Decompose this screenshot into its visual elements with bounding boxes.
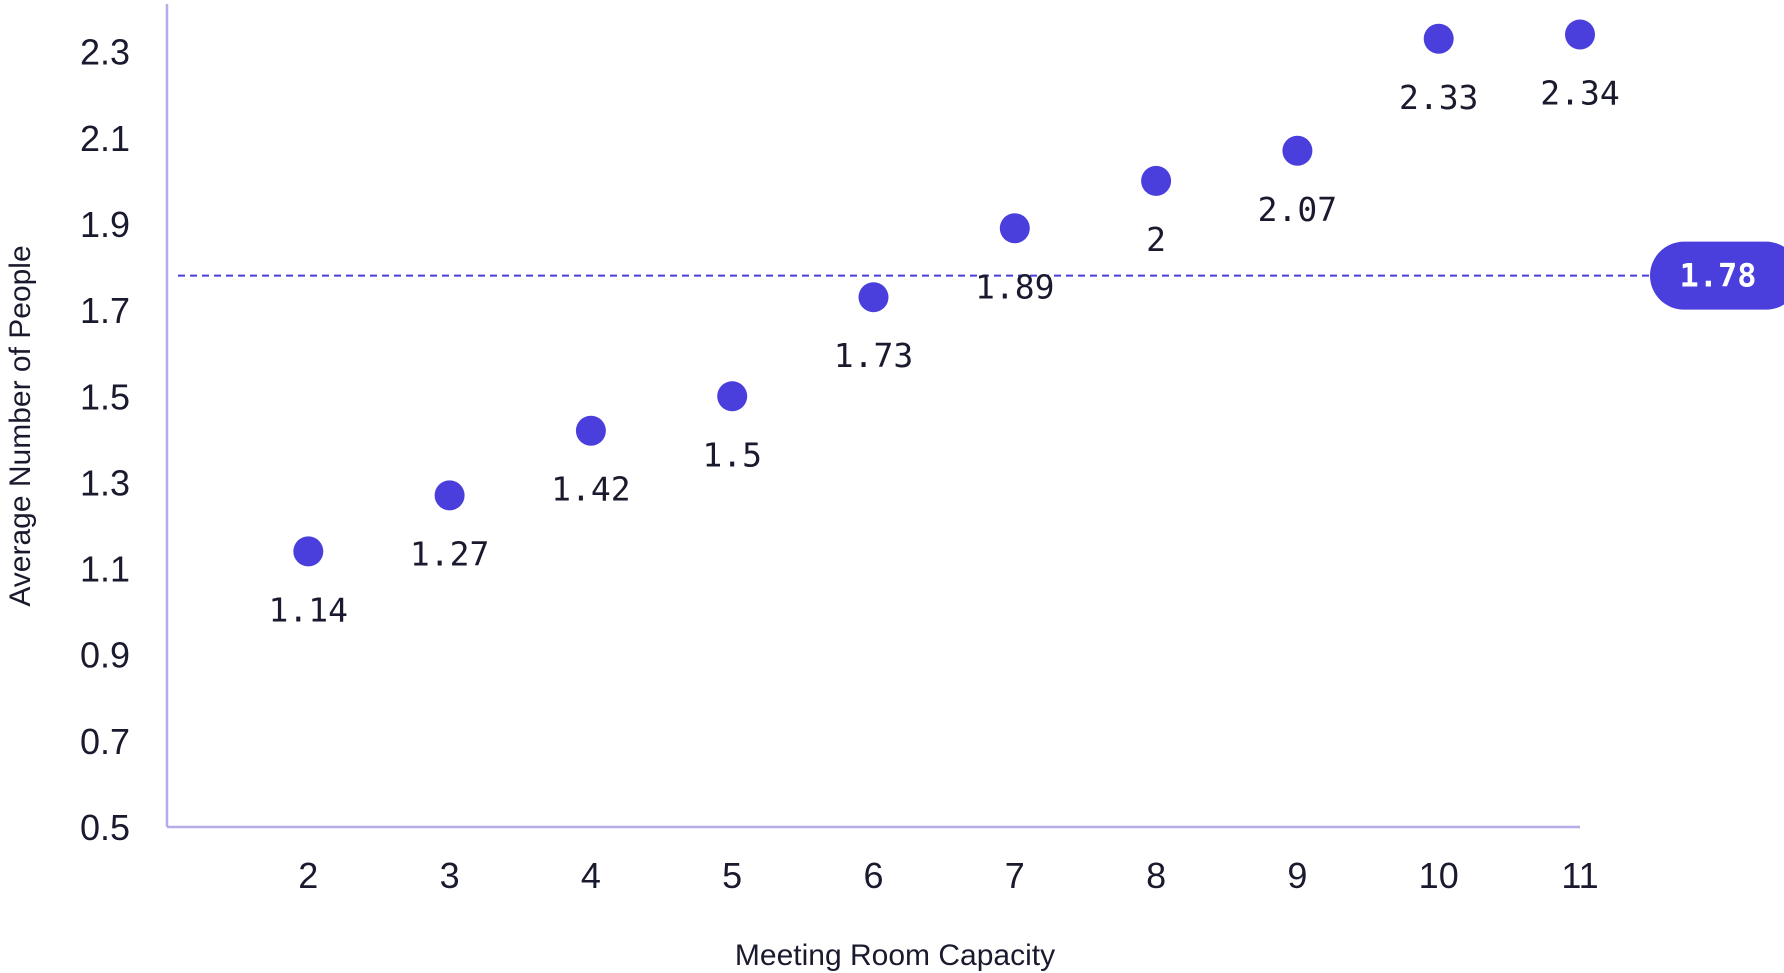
x-tick-label: 10 bbox=[1419, 855, 1459, 896]
data-point bbox=[575, 415, 606, 446]
reference-line-group: 1.78 bbox=[178, 241, 1784, 310]
y-tick-label: 1.5 bbox=[80, 376, 130, 417]
x-tick-label: 3 bbox=[440, 855, 460, 896]
data-point bbox=[1565, 19, 1595, 50]
x-tick-label: 7 bbox=[1005, 855, 1025, 896]
y-axis-title: Average Number of People bbox=[4, 245, 37, 606]
data-label: 1.5 bbox=[702, 435, 762, 474]
x-tick-label: 5 bbox=[722, 855, 742, 896]
data-label: 1.14 bbox=[269, 590, 348, 629]
data-label: 1.27 bbox=[410, 534, 489, 573]
x-tick-label: 6 bbox=[863, 855, 883, 896]
data-point bbox=[717, 381, 748, 412]
x-tick-label: 4 bbox=[581, 855, 601, 896]
data-label: 1.73 bbox=[834, 336, 913, 375]
data-label: 1.42 bbox=[551, 470, 630, 509]
reference-label: 1.78 bbox=[1679, 257, 1756, 295]
data-label: 2.34 bbox=[1540, 73, 1619, 112]
x-tick-label: 11 bbox=[1561, 855, 1598, 896]
data-label: 2.07 bbox=[1258, 190, 1337, 229]
x-tick-label: 9 bbox=[1287, 855, 1307, 896]
y-tick-label: 1.3 bbox=[80, 462, 130, 503]
y-tick-label: 1.7 bbox=[80, 290, 130, 331]
y-tick-label: 2.3 bbox=[80, 32, 130, 73]
data-point bbox=[293, 536, 324, 567]
y-tick-label: 2.1 bbox=[80, 118, 130, 159]
y-tick-label: 1.9 bbox=[80, 204, 130, 245]
y-tick-label: 1.1 bbox=[80, 549, 130, 590]
data-points bbox=[293, 19, 1595, 567]
data-label: 2 bbox=[1146, 220, 1166, 259]
y-tick-label: 0.7 bbox=[80, 721, 130, 762]
data-point bbox=[1423, 23, 1454, 54]
x-axis-title: Meeting Room Capacity bbox=[735, 939, 1055, 972]
data-point bbox=[858, 282, 889, 313]
x-tick-label: 2 bbox=[298, 855, 318, 896]
y-axis: 0.5 0.7 0.9 1.1 1.3 1.5 1.7 1.9 2.1 2.3 bbox=[80, 4, 169, 848]
data-point bbox=[434, 480, 465, 511]
data-label: 2.33 bbox=[1399, 78, 1478, 117]
data-label: 1.89 bbox=[975, 267, 1054, 306]
x-tick-label: 8 bbox=[1146, 855, 1166, 896]
reference-badge bbox=[1650, 241, 1784, 310]
y-tick-label: 0.5 bbox=[80, 807, 130, 848]
y-tick-label: 0.9 bbox=[80, 635, 130, 676]
data-point bbox=[1282, 135, 1313, 166]
data-point bbox=[999, 213, 1030, 244]
data-labels: 1.14 1.27 1.42 1.5 1.73 1.89 2 2.07 2.33 2.34 bbox=[269, 73, 1620, 629]
data-point bbox=[1141, 165, 1172, 196]
x-axis: 2 3 4 5 6 7 8 9 10 11 bbox=[167, 825, 1599, 896]
